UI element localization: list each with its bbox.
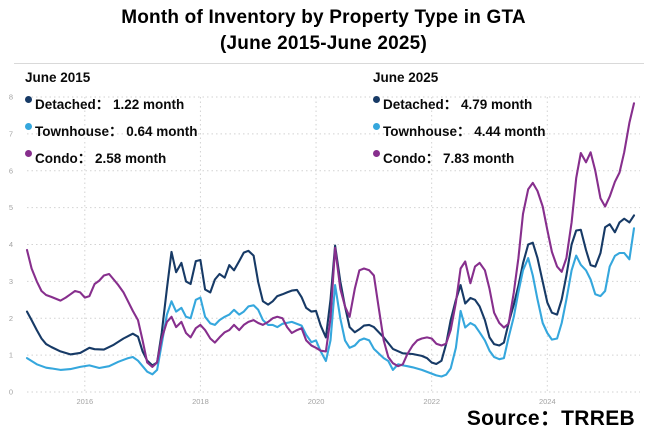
y-tick-label: 4	[9, 240, 13, 249]
annotation-june-2025: June 2025 Detached： 4.79 month Townhouse…	[373, 64, 546, 172]
condo-bullet-icon	[25, 150, 32, 157]
source-credit: Source：TRREB	[466, 407, 635, 430]
legend-detached-2015-label: Detached： 1.22 month	[35, 97, 185, 112]
annotation-2015-heading: June 2015	[25, 70, 91, 85]
x-tick-label: 2024	[539, 397, 556, 406]
townhouse-bullet-icon	[25, 123, 32, 130]
legend-condo-2025-label: Condo： 7.83 month	[383, 151, 515, 166]
x-tick-label: 2022	[423, 397, 440, 406]
x-tick-label: 2018	[192, 397, 209, 406]
chart-title: Month of Inventory by Property Type in G…	[0, 5, 647, 57]
y-tick-label: 2	[9, 314, 13, 323]
chart-title-line2: (June 2015-June 2025)	[220, 33, 427, 54]
x-tick-label: 2016	[76, 397, 93, 406]
legend-detached-2025-label: Detached： 4.79 month	[383, 97, 533, 112]
y-tick-label: 0	[9, 388, 13, 397]
legend-townhouse-2015-label: Townhouse： 0.64 month	[35, 124, 198, 139]
detached-bullet-icon	[373, 96, 380, 103]
annotation-june-2015: June 2015 Detached： 1.22 month Townhouse…	[25, 64, 198, 172]
legend-condo-2025: Condo： 7.83 month	[373, 145, 546, 172]
y-tick-label: 1	[9, 351, 13, 360]
condo-bullet-icon	[373, 150, 380, 157]
legend-condo-2015: Condo： 2.58 month	[25, 145, 198, 172]
annotation-2025-heading: June 2025	[373, 70, 439, 85]
chart-title-line1: Month of Inventory by Property Type in G…	[121, 7, 526, 28]
series-line-condo	[25, 102, 636, 368]
y-tick-label: 5	[9, 203, 13, 212]
y-tick-label: 3	[9, 277, 13, 286]
legend-detached-2015: Detached： 1.22 month	[25, 91, 198, 118]
y-tick-label: 6	[9, 166, 13, 175]
detached-bullet-icon	[25, 96, 32, 103]
y-tick-label: 8	[9, 93, 13, 102]
townhouse-bullet-icon	[373, 123, 380, 130]
legend-townhouse-2025-label: Townhouse： 4.44 month	[383, 124, 546, 139]
title-divider	[14, 63, 644, 64]
x-tick-label: 2020	[308, 397, 325, 406]
legend-detached-2025: Detached： 4.79 month	[373, 91, 546, 118]
y-tick-label: 7	[9, 129, 13, 138]
legend-condo-2015-label: Condo： 2.58 month	[35, 151, 167, 166]
legend-townhouse-2025: Townhouse： 4.44 month	[373, 118, 546, 145]
legend-townhouse-2015: Townhouse： 0.64 month	[25, 118, 198, 145]
